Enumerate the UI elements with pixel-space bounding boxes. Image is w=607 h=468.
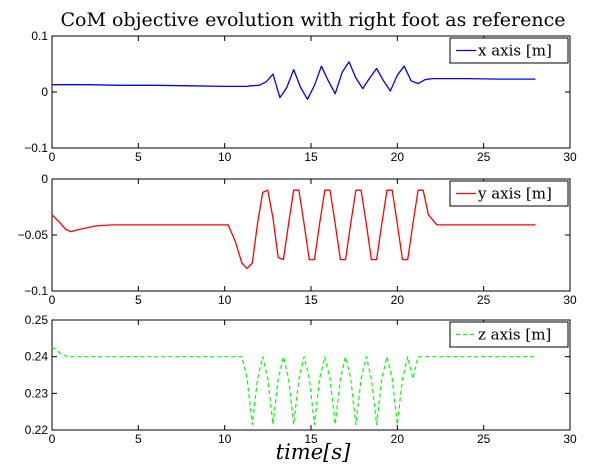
y-tick-label: 0.22 <box>25 423 49 437</box>
y-tick-label: −0.1 <box>24 141 48 155</box>
series-line-1 <box>51 346 536 426</box>
x-tick-label: 15 <box>304 150 318 164</box>
series-line-1 <box>52 61 536 100</box>
panels: 0 5 10 15 20 25 300.10−0.1x axis [m]0 5 10 15 20 25… <box>18 29 577 446</box>
x-tick-label: 5 <box>135 293 142 307</box>
y-tick-label: −0.1 <box>24 284 48 298</box>
y-tick-label: 0.24 <box>25 350 49 364</box>
x-tick-label: 20 <box>391 293 405 307</box>
x-tick-label: 20 <box>391 150 405 164</box>
x-tick-label: 5 <box>135 150 142 164</box>
y-tick-label: 0.25 <box>25 313 49 327</box>
chart-title: CoM objective evolution with right foot … <box>61 9 566 31</box>
x-axis-label: time[s] <box>276 440 351 464</box>
panel-3: 0 5 10 15 20 25 30 0.25 0.24 0.23 0.22 z axis [m] <box>25 313 577 446</box>
x-tick-label: 10 <box>218 432 232 446</box>
x-tick-label: 30 <box>563 432 577 446</box>
x-tick-label: 5 <box>135 432 142 446</box>
x-tick-label: 15 <box>304 432 318 446</box>
y-tick-label: 0.1 <box>31 29 48 43</box>
legend-label: x axis [m] <box>478 42 552 60</box>
x-tick-label: 0 <box>49 150 56 164</box>
x-tick-label: 25 <box>477 432 491 446</box>
series-line-1 <box>51 189 536 270</box>
x-tick-label: 10 <box>218 293 232 307</box>
x-tick-label: 15 <box>304 293 318 307</box>
panel-1: 0 5 10 15 20 25 300.10−0.1x axis [m] <box>24 29 577 164</box>
panel-2: 0 5 10 15 20 25 30 0 −0.05 −0.1 y axis [m] <box>18 172 577 307</box>
x-tick-label: 25 <box>477 150 491 164</box>
y-tick-label: −0.05 <box>18 228 49 242</box>
legend: z axis [m] <box>449 321 569 348</box>
y-tick-label: 0 <box>41 172 48 186</box>
x-tick-label: 30 <box>563 293 577 307</box>
x-tick-label: 0 <box>49 432 56 446</box>
legend: y axis [m] <box>449 180 569 207</box>
x-tick-label: 20 <box>391 432 405 446</box>
x-tick-label: 25 <box>477 293 491 307</box>
y-tick-label: 0 <box>41 85 48 99</box>
legend: x axis [m] <box>449 37 569 64</box>
legend-label: y axis [m] <box>477 185 552 203</box>
legend-label: z axis [m] <box>478 326 551 344</box>
y-tick-label: 0.23 <box>25 386 49 400</box>
x-tick-label: 10 <box>218 150 232 164</box>
legend-box <box>449 321 569 348</box>
x-tick-label: 0 <box>49 293 56 307</box>
x-tick-label: 30 <box>563 150 577 164</box>
